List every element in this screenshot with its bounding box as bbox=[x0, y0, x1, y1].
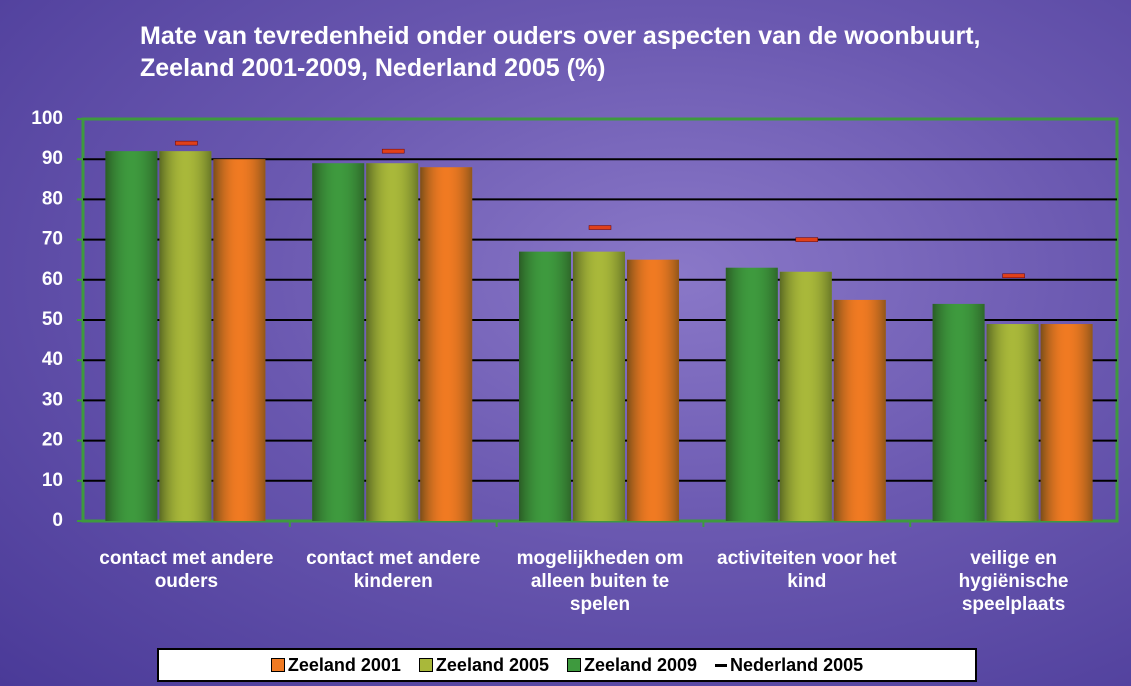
x-tick-label: veilige en hygiënische speelplaats bbox=[914, 547, 1114, 616]
y-tick-label: 80 bbox=[42, 188, 63, 209]
bar-shade bbox=[519, 252, 571, 521]
legend-swatch bbox=[567, 658, 581, 672]
bar-shade bbox=[780, 272, 832, 521]
legend-label: Zeeland 2005 bbox=[436, 655, 549, 676]
legend-item: Zeeland 2005 bbox=[419, 655, 549, 676]
bar-shade bbox=[834, 300, 886, 521]
y-tick-label: 10 bbox=[42, 470, 63, 491]
bar-shade bbox=[726, 268, 778, 521]
y-tick-label: 20 bbox=[42, 430, 63, 451]
bar-shade bbox=[105, 151, 157, 521]
y-tick-label: 0 bbox=[52, 510, 63, 531]
bar-shade bbox=[573, 252, 625, 521]
bar-shade bbox=[312, 163, 364, 521]
legend-swatch bbox=[271, 658, 285, 672]
legend-label: Zeeland 2009 bbox=[584, 655, 697, 676]
marker bbox=[796, 238, 818, 242]
y-tick-label: 30 bbox=[42, 389, 63, 410]
legend-swatch bbox=[419, 658, 433, 672]
legend-item: Zeeland 2001 bbox=[271, 655, 401, 676]
legend-label: Zeeland 2001 bbox=[288, 655, 401, 676]
legend: Zeeland 2001 Zeeland 2005 Zeeland 2009 Nede… bbox=[157, 648, 977, 682]
bar-shade bbox=[987, 324, 1039, 521]
x-tick-label: contact met andere kinderen bbox=[293, 547, 493, 593]
marker bbox=[1003, 274, 1025, 278]
bar-shade bbox=[1041, 324, 1093, 521]
legend-swatch bbox=[715, 664, 727, 667]
bar-shade bbox=[159, 151, 211, 521]
legend-label: Nederland 2005 bbox=[730, 655, 863, 676]
chart: 0 10 20 30 40 50 60 70 80 90 100 Mate van tevreden… bbox=[0, 0, 1131, 686]
y-tick-label: 70 bbox=[42, 229, 63, 250]
y-tick-label: 60 bbox=[42, 269, 63, 290]
bar-shade bbox=[366, 163, 418, 521]
bar-shade bbox=[933, 304, 985, 521]
bar-shade bbox=[627, 260, 679, 521]
bar-shade bbox=[420, 167, 472, 521]
y-tick-label: 90 bbox=[42, 148, 63, 169]
chart-title: Mate van tevredenheid onder ouders over … bbox=[140, 20, 1020, 84]
x-tick-label: activiteiten voor het kind bbox=[707, 547, 907, 593]
y-tick-label: 100 bbox=[31, 108, 63, 129]
bar-shade bbox=[213, 159, 265, 521]
marker bbox=[382, 149, 404, 153]
x-tick-label: mogelijkheden om alleen buiten te spelen bbox=[500, 547, 700, 616]
legend-item: Nederland 2005 bbox=[715, 655, 863, 676]
marker bbox=[175, 141, 197, 145]
x-tick-label: contact met andere ouders bbox=[86, 547, 286, 593]
legend-item: Zeeland 2009 bbox=[567, 655, 697, 676]
marker bbox=[589, 226, 611, 230]
y-tick-label: 40 bbox=[42, 349, 63, 370]
y-tick-label: 50 bbox=[42, 309, 63, 330]
